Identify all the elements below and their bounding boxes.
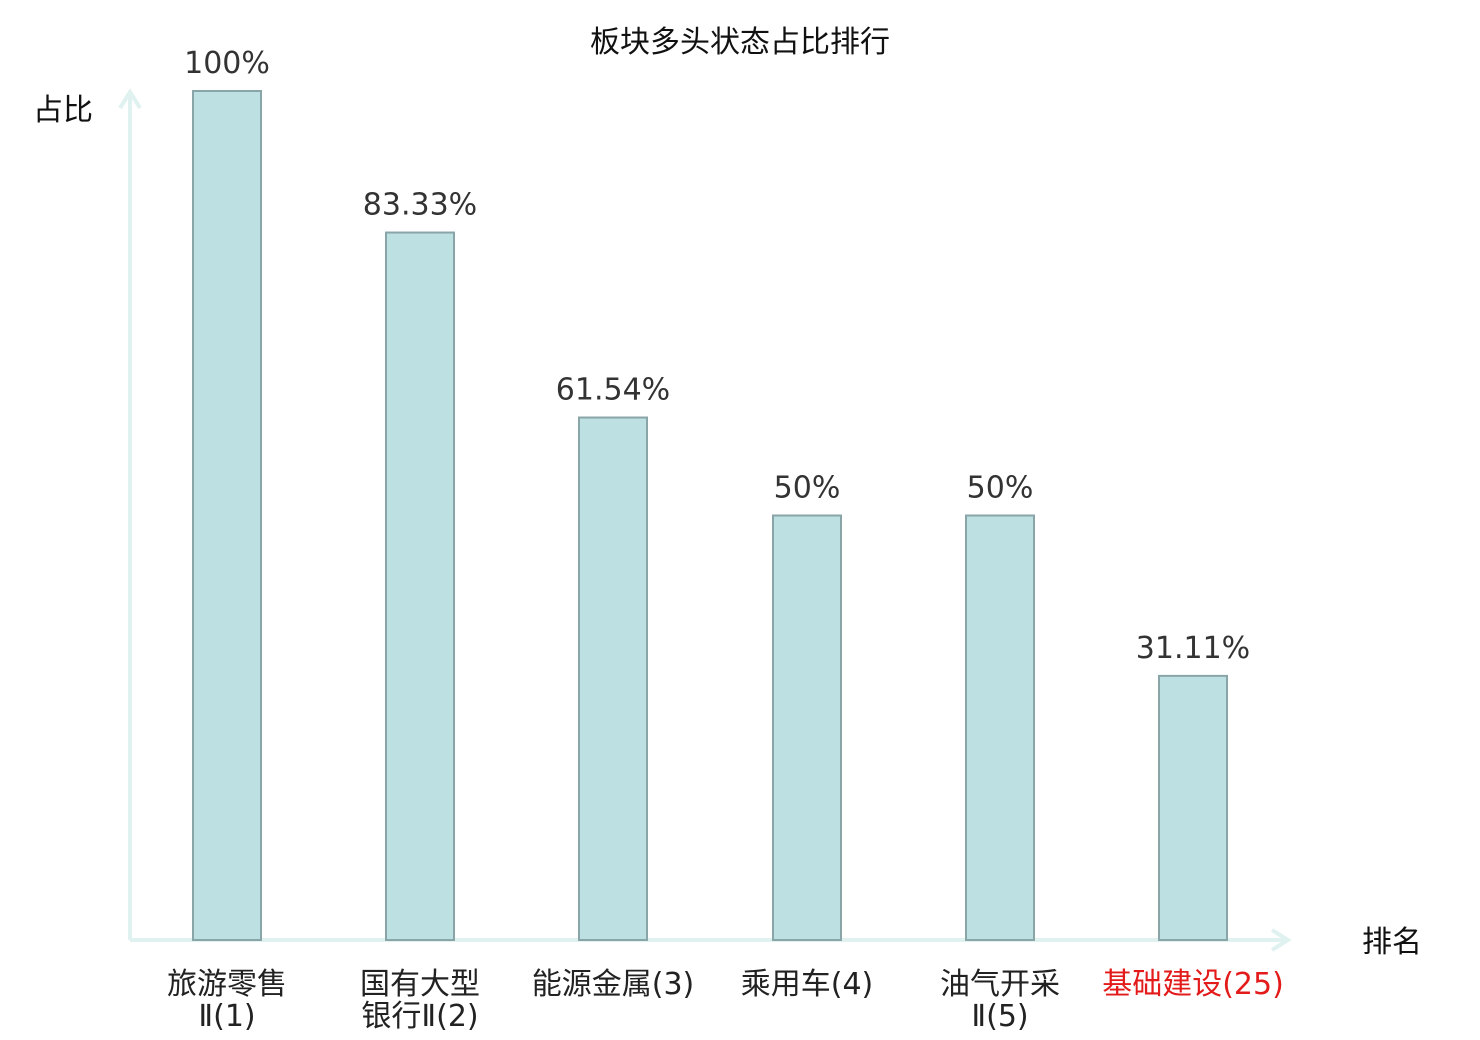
category-label-5-line-1: 油气开采	[940, 967, 1060, 1002]
value-labels: 100% 83.33% 61.54% 50% 50% 31.11%	[184, 46, 1250, 666]
bar-2	[385, 231, 455, 941]
bar-4	[772, 514, 842, 941]
bar-5	[965, 514, 1035, 941]
category-label-2-line-1: 国有大型	[360, 967, 480, 1002]
category-label-4-line-1: 乘用车(4)	[741, 967, 874, 1002]
bar-3	[578, 416, 648, 941]
bar-1	[192, 90, 262, 941]
value-label-4: 50%	[774, 471, 841, 506]
chart-title: 板块多头状态占比排行	[590, 25, 890, 60]
bars	[192, 90, 1228, 941]
category-label-1-line-1: 旅游零售	[167, 967, 287, 1002]
value-label-3: 61.54%	[556, 373, 670, 408]
category-label-1-line-2: Ⅱ(1)	[198, 999, 255, 1034]
category-label-2-line-2: 银行Ⅱ(2)	[361, 999, 478, 1034]
x-axis-label: 排名	[1362, 925, 1422, 960]
x-axis-arrow	[1270, 928, 1292, 952]
bar-6	[1158, 674, 1228, 941]
value-label-2: 83.33%	[363, 188, 477, 223]
value-label-1: 100%	[184, 46, 270, 81]
y-axis-label: 占比	[33, 93, 93, 128]
category-label-6-line-1: 基础建设(25)	[1102, 967, 1284, 1002]
category-label-3-line-1: 能源金属(3)	[532, 967, 695, 1002]
value-label-6: 31.11%	[1136, 631, 1250, 666]
category-label-5-line-2: Ⅱ(5)	[971, 999, 1028, 1034]
value-label-5: 50%	[967, 471, 1034, 506]
axes	[118, 88, 1292, 952]
y-axis-arrow	[118, 88, 142, 110]
